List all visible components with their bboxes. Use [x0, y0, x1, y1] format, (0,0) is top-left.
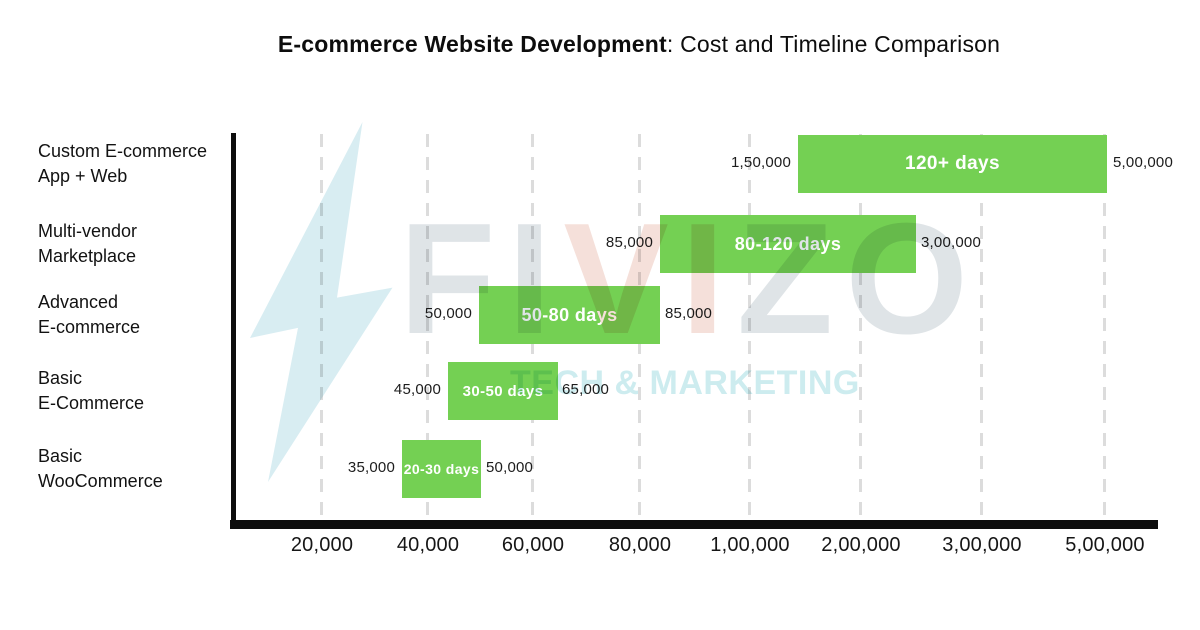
max-cost-label: 5,00,000: [1113, 154, 1173, 171]
x-tick-label: 3,00,000: [942, 534, 1022, 556]
min-cost-label: 35,000: [347, 459, 395, 476]
duration-label: 80-120 days: [734, 233, 842, 254]
gridline: [320, 134, 323, 520]
category-label: Custom E-commerce App + Web: [38, 141, 208, 186]
cost-range-bar: 20-30 days: [402, 440, 481, 498]
max-cost-label: 50,000: [486, 459, 534, 476]
x-tick-label: 2,00,000: [821, 534, 901, 556]
cost-range-bar: 120+ days: [798, 135, 1107, 193]
gridline: [859, 134, 862, 520]
duration-label: 20-30 days: [403, 461, 480, 477]
x-tick-label: 5,00,000: [1065, 534, 1145, 556]
duration-label: 30-50 days: [462, 382, 544, 400]
max-cost-label: 3,00,000: [921, 234, 981, 251]
cost-range-bar: 80-120 days: [660, 215, 916, 273]
gridline: [426, 134, 429, 520]
title-regular-part: : Cost and Timeline Comparison: [666, 31, 1001, 57]
x-tick-label: 60,000: [501, 534, 565, 556]
y-axis-line: [231, 133, 236, 529]
cost-range-bar: 30-50 days: [448, 362, 558, 420]
x-axis-line: [230, 520, 1158, 529]
category-label: Advanced E-commerce: [38, 292, 141, 337]
category-label: Multi-vendor Marketplace: [38, 221, 138, 266]
x-tick-label: 1,00,000: [710, 534, 790, 556]
title-bold-part: E-commerce Website Development: [277, 31, 667, 57]
x-tick-label: 80,000: [608, 534, 672, 556]
max-cost-label: 85,000: [665, 305, 713, 322]
min-cost-label: 1,50,000: [731, 154, 791, 171]
gridline: [748, 134, 751, 520]
min-cost-label: 85,000: [605, 234, 653, 251]
duration-label: 120+ days: [905, 153, 1000, 174]
category-label: Basic E-Commerce: [38, 368, 145, 413]
max-cost-label: 65,000: [562, 381, 610, 398]
x-tick-label: 40,000: [396, 534, 460, 556]
gridline: [1103, 134, 1106, 520]
cost-range-bar: 50-80 days: [479, 286, 660, 344]
category-label: Basic WooCommerce: [38, 446, 163, 491]
page-title: E-commerce Website Development: Cost and…: [0, 31, 1200, 58]
gridline: [980, 134, 983, 520]
min-cost-label: 45,000: [393, 381, 441, 398]
duration-label: 50-80 days: [521, 304, 618, 325]
x-tick-label: 20,000: [290, 534, 354, 556]
lightning-bolt-icon: [250, 122, 393, 482]
min-cost-label: 50,000: [424, 305, 472, 322]
